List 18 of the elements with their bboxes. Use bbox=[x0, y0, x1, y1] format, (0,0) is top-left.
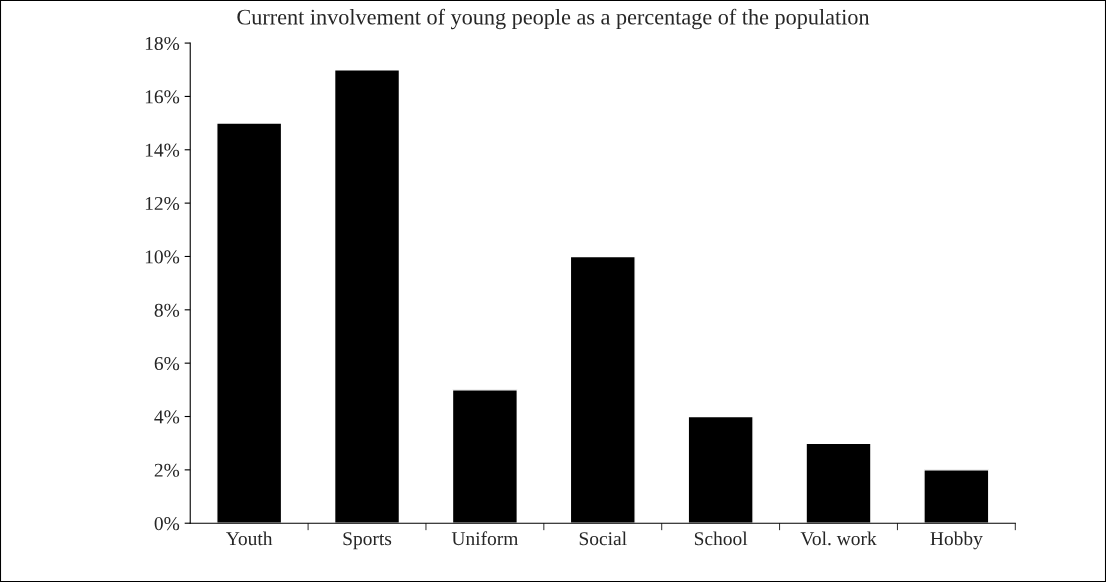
y-tick-label: 2% bbox=[154, 463, 180, 477]
y-tick-label: 18% bbox=[145, 36, 180, 51]
y-tick-label: 10% bbox=[145, 250, 180, 264]
x-tick-label: Social bbox=[579, 531, 627, 546]
y-tick-label: 12% bbox=[145, 196, 180, 211]
x-tick-label: School bbox=[694, 531, 748, 546]
y-tick-label: 4% bbox=[154, 410, 180, 424]
y-tick-label: 8% bbox=[154, 303, 180, 317]
x-tick-label: Vol. work bbox=[800, 531, 877, 546]
y-tick-label: 0% bbox=[154, 517, 180, 531]
y-tick-label: 6% bbox=[154, 356, 180, 371]
y-tick-label: 16% bbox=[145, 90, 180, 104]
x-tick-label: Youth bbox=[226, 531, 273, 546]
y-tick-label: 14% bbox=[145, 143, 180, 157]
x-tick-label: Hobby bbox=[930, 531, 983, 550]
x-tick-label: Sports bbox=[343, 532, 392, 550]
x-tick-label: Uniform bbox=[451, 531, 519, 546]
chart-title: Current involvement of young people as a percentage of the population bbox=[237, 8, 870, 30]
